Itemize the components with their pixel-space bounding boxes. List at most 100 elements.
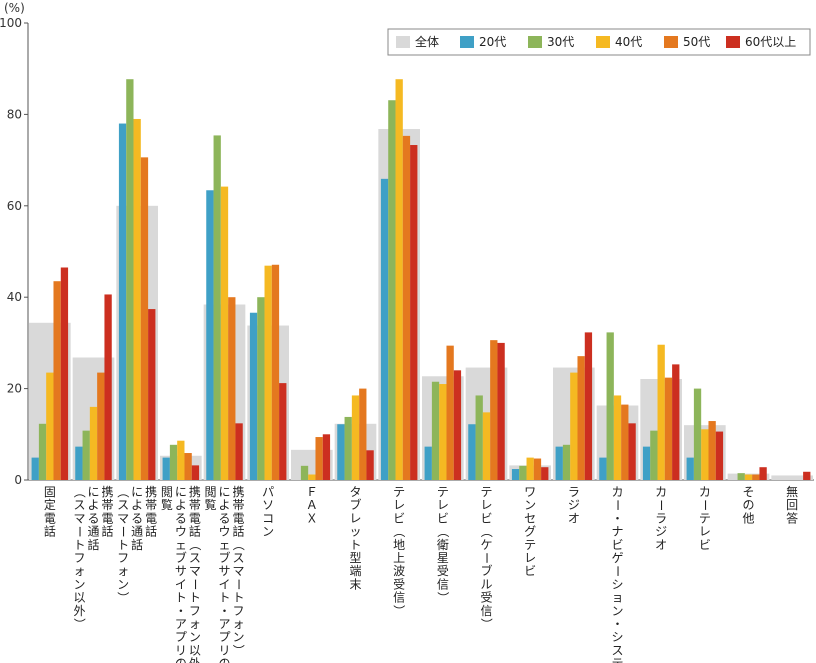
bar-40s bbox=[701, 429, 709, 480]
category-label-char: 帯 bbox=[101, 498, 113, 512]
bar-50s bbox=[446, 345, 454, 480]
category-label-char: 受 bbox=[480, 591, 492, 605]
category-label-char: 固 bbox=[44, 485, 56, 499]
bar-50s bbox=[359, 388, 367, 480]
bar-20s bbox=[642, 446, 651, 480]
bar-60plus bbox=[410, 145, 418, 481]
category-label-char: よ bbox=[131, 498, 143, 512]
category-label-char: ト bbox=[189, 591, 201, 605]
category-group bbox=[771, 471, 813, 480]
legend-item-50s-swatch bbox=[664, 36, 678, 48]
category-label-char: 話 bbox=[131, 537, 143, 552]
category-label-char: ビ bbox=[611, 538, 623, 552]
category-label-char: ア bbox=[175, 617, 187, 631]
bar-50s bbox=[577, 356, 585, 480]
category-label-char: ル bbox=[480, 577, 492, 591]
bar-50s bbox=[184, 453, 192, 480]
bar-30s bbox=[431, 381, 440, 480]
category-label-char: 携 bbox=[232, 484, 244, 499]
bar-60plus bbox=[148, 309, 156, 480]
category-label-char: の bbox=[742, 498, 754, 512]
category-label-char: オ bbox=[655, 538, 667, 552]
category-label-char: マ bbox=[73, 511, 85, 525]
category-label-char: Ｆ bbox=[306, 485, 318, 499]
category-label-char: ジ bbox=[655, 525, 667, 539]
category-label-char: ォ bbox=[232, 617, 244, 631]
category-label-char: ト bbox=[218, 591, 230, 605]
category-label-char: 以 bbox=[189, 643, 201, 657]
category-label-char: ス bbox=[232, 551, 244, 565]
category-label-char: ） bbox=[73, 618, 87, 630]
category-label-char: に bbox=[87, 485, 99, 499]
category-label-char: 外 bbox=[189, 657, 201, 663]
legend-item-50s: 50代 bbox=[683, 35, 710, 49]
category-label-char: ブ bbox=[480, 563, 492, 578]
category-label-char: 衛 bbox=[437, 538, 449, 552]
category-label-char: ブ bbox=[218, 550, 230, 565]
category-label: ＦＡＸ bbox=[306, 485, 318, 525]
category-label-char: ス bbox=[117, 498, 129, 512]
category-label-char: マ bbox=[117, 511, 129, 525]
legend-item-30s: 30代 bbox=[547, 35, 574, 49]
category-label-char: ・ bbox=[611, 511, 623, 525]
category-group bbox=[160, 440, 202, 480]
bar-60plus bbox=[584, 332, 593, 480]
category-label-char: ビ bbox=[437, 511, 449, 525]
bar-30s bbox=[344, 416, 352, 480]
category-label-char: の bbox=[218, 657, 230, 663]
category-label-char: テ bbox=[524, 538, 536, 552]
category-label-char: 携 bbox=[189, 484, 201, 499]
category-group bbox=[378, 79, 420, 481]
category-label-char: ー bbox=[116, 526, 130, 538]
category-label: ラジオ bbox=[568, 485, 580, 525]
category-label-char: ト bbox=[175, 591, 187, 605]
category-label-char: テ bbox=[699, 511, 711, 525]
bar-60plus bbox=[759, 467, 767, 480]
category-group bbox=[422, 345, 464, 480]
bar-30s bbox=[606, 332, 614, 480]
y-tick-label: 20 bbox=[7, 382, 22, 396]
category-label-char: ー bbox=[654, 499, 668, 511]
bar-30s bbox=[126, 79, 134, 480]
category-label-char: レ bbox=[524, 551, 536, 565]
category-label-char: ビ bbox=[524, 564, 536, 578]
category-label-char: パ bbox=[262, 485, 274, 499]
legend-item-40s-swatch bbox=[596, 36, 610, 48]
category-label-char: ・ bbox=[218, 604, 230, 618]
category-label-char: 端 bbox=[349, 564, 361, 578]
bar-40s bbox=[308, 474, 316, 480]
bar-40s bbox=[482, 412, 491, 480]
bar-60plus bbox=[279, 383, 287, 480]
category-label-char: ラ bbox=[655, 511, 667, 525]
category-label-char: 話 bbox=[145, 524, 157, 539]
category-label-char: 携 bbox=[101, 484, 113, 499]
category-label-char: ） bbox=[480, 618, 494, 630]
category-label-char: 無 bbox=[786, 484, 798, 499]
category-label-char: の bbox=[175, 657, 187, 663]
category-label-char: Ａ bbox=[306, 498, 318, 512]
category-label-char: ス bbox=[189, 551, 201, 565]
category-label-char: ー bbox=[698, 499, 712, 511]
category-label-char: 携 bbox=[145, 484, 157, 499]
category-label-char: ビ bbox=[480, 511, 492, 525]
legend-item-zentai-swatch bbox=[396, 36, 410, 48]
category-label-char: よ bbox=[87, 498, 99, 512]
bar-zentai bbox=[771, 475, 813, 480]
category-label-char: シ bbox=[611, 630, 623, 644]
bar-20s bbox=[511, 469, 520, 480]
bar-40s bbox=[744, 474, 753, 480]
category-label-char: に bbox=[218, 485, 230, 499]
bar-20s bbox=[555, 446, 563, 480]
bar-40s bbox=[526, 457, 534, 480]
category-label-char: セ bbox=[524, 511, 536, 525]
bar-60plus bbox=[497, 342, 505, 480]
category-label-char: 受 bbox=[437, 564, 449, 578]
legend-item-20s-swatch bbox=[460, 36, 474, 48]
category-label-char: 定 bbox=[44, 497, 56, 512]
category-label-char: レ bbox=[349, 511, 361, 525]
category-label-char: 外 bbox=[73, 604, 85, 618]
category-label-char: （ bbox=[480, 526, 494, 538]
category-label-char: 話 bbox=[189, 524, 201, 539]
